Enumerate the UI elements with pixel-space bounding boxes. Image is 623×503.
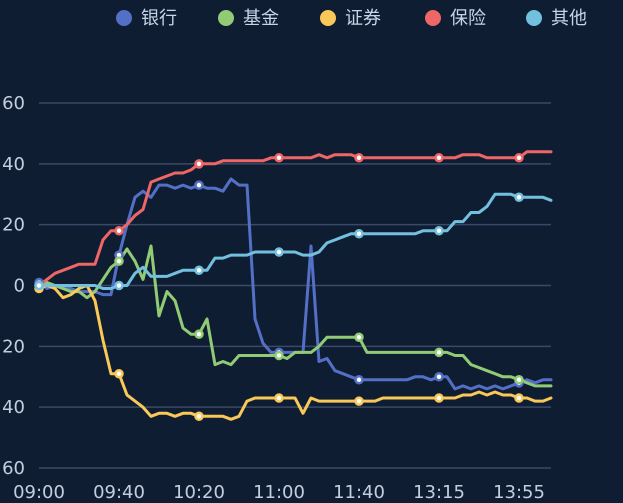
data-point[interactable] [354, 375, 364, 385]
y-tick-label: 60 [2, 458, 25, 479]
legend-swatch [218, 10, 234, 26]
data-point[interactable] [434, 347, 444, 358]
data-point[interactable] [194, 329, 204, 339]
data-point[interactable] [194, 265, 204, 276]
legend-swatch [116, 10, 132, 26]
y-tick-label: 20 [2, 336, 25, 357]
series-line-4[interactable] [37, 192, 553, 290]
legend[interactable]: 银行 基金 证券 保险 其他 [116, 8, 587, 29]
data-point[interactable] [514, 192, 524, 203]
series-line-2[interactable] [37, 284, 553, 421]
x-tick-label: 11:40 [333, 482, 385, 503]
data-point[interactable] [274, 153, 284, 163]
data-point[interactable] [194, 180, 204, 190]
x-tick-label: 10:20 [173, 482, 225, 503]
y-tick-label: 20 [2, 215, 25, 236]
x-tick-label: 09:40 [93, 482, 145, 503]
data-point[interactable] [514, 375, 524, 385]
data-point[interactable] [194, 159, 204, 169]
legend-item[interactable]: 其他 [526, 8, 587, 29]
data-point[interactable] [114, 256, 124, 266]
x-tick-label: 09:00 [13, 482, 65, 503]
data-point[interactable] [114, 280, 124, 291]
x-tick-label: 13:55 [493, 482, 545, 503]
axis-layer: 60 40 20 0 20 40 60 09:00 09:40 10:20 11:00 11:40 13… [2, 93, 545, 503]
legend-label: 保险 [450, 8, 486, 29]
legend-label: 银行 [141, 8, 177, 29]
series-line-3[interactable] [37, 150, 553, 287]
legend-swatch [320, 10, 336, 26]
data-point[interactable] [274, 393, 284, 403]
data-point[interactable] [354, 153, 364, 163]
data-point[interactable] [114, 368, 124, 379]
data-point[interactable] [514, 393, 524, 403]
legend-label: 基金 [243, 8, 279, 29]
data-point[interactable] [354, 229, 364, 239]
series-line-1[interactable] [37, 244, 553, 388]
legend-swatch [425, 10, 441, 26]
data-point[interactable] [434, 153, 444, 163]
legend-label: 证券 [345, 8, 381, 29]
x-tick-label: 11:00 [253, 482, 305, 503]
marker-layer [34, 153, 524, 422]
legend-item[interactable]: 保险 [425, 8, 486, 29]
data-point[interactable] [354, 332, 364, 342]
series-layer [37, 150, 553, 421]
data-point[interactable] [274, 247, 284, 257]
y-tick-label: 40 [2, 154, 25, 175]
data-point[interactable] [354, 396, 364, 406]
data-point[interactable] [434, 226, 444, 236]
data-point[interactable] [434, 393, 444, 403]
legend-item[interactable]: 银行 [116, 8, 177, 29]
data-point[interactable] [514, 153, 524, 163]
data-point[interactable] [34, 280, 44, 291]
y-tick-label: 40 [2, 397, 25, 418]
legend-label: 其他 [551, 8, 587, 29]
data-point[interactable] [434, 372, 444, 382]
legend-swatch [526, 10, 542, 26]
data-point[interactable] [274, 350, 284, 361]
y-tick-label: 0 [14, 276, 25, 297]
data-point[interactable] [114, 226, 124, 236]
y-tick-label: 60 [2, 93, 25, 114]
data-point[interactable] [194, 411, 204, 422]
x-tick-label: 13:15 [413, 482, 465, 503]
legend-item[interactable]: 基金 [218, 8, 279, 29]
legend-item[interactable]: 证券 [320, 8, 381, 29]
